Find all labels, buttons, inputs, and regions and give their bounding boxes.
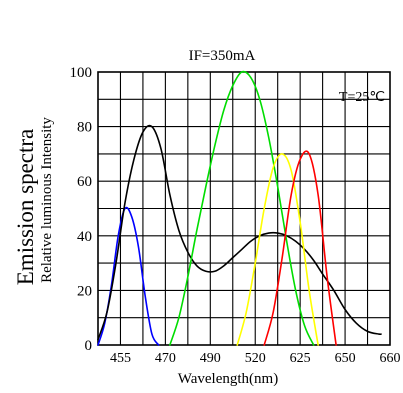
x-tick-label: 490 — [200, 351, 221, 366]
green-spectrum-line — [169, 70, 315, 346]
y-tick-label: 100 — [70, 65, 93, 81]
x-tick-label: 650 — [335, 351, 356, 366]
y-tick-label: 0 — [85, 338, 93, 354]
y-tick-label: 20 — [77, 283, 92, 299]
y-axis-label: Relative luminous Intensity — [39, 117, 55, 283]
x-tick-label: 470 — [155, 351, 176, 366]
chart-grid — [98, 72, 390, 345]
blue-spectrum-line — [97, 206, 160, 346]
y-tick-labels: 0 20 40 60 80 100 — [70, 65, 93, 354]
chart-title: IF=350mA — [189, 48, 256, 64]
red-spectrum-line — [263, 150, 337, 346]
x-axis-label: Wavelength(nm) — [178, 371, 278, 387]
y-tick-label: 40 — [77, 229, 92, 245]
series-layer — [97, 70, 382, 346]
yellow-spectrum-line — [236, 153, 319, 346]
y-axis-title: Emission spectra — [13, 129, 38, 286]
y-tick-label: 60 — [77, 174, 92, 190]
x-tick-label: 625 — [290, 351, 311, 366]
white-spectrum-line — [97, 124, 382, 341]
x-tick-label: 660 — [380, 351, 401, 366]
x-tick-labels: 455 470 490 520 625 650 660 — [110, 351, 401, 366]
temperature-annotation: T=25℃ — [339, 90, 385, 105]
y-tick-label: 80 — [77, 120, 92, 136]
x-tick-label: 520 — [245, 351, 266, 366]
x-tick-label: 455 — [110, 351, 131, 366]
